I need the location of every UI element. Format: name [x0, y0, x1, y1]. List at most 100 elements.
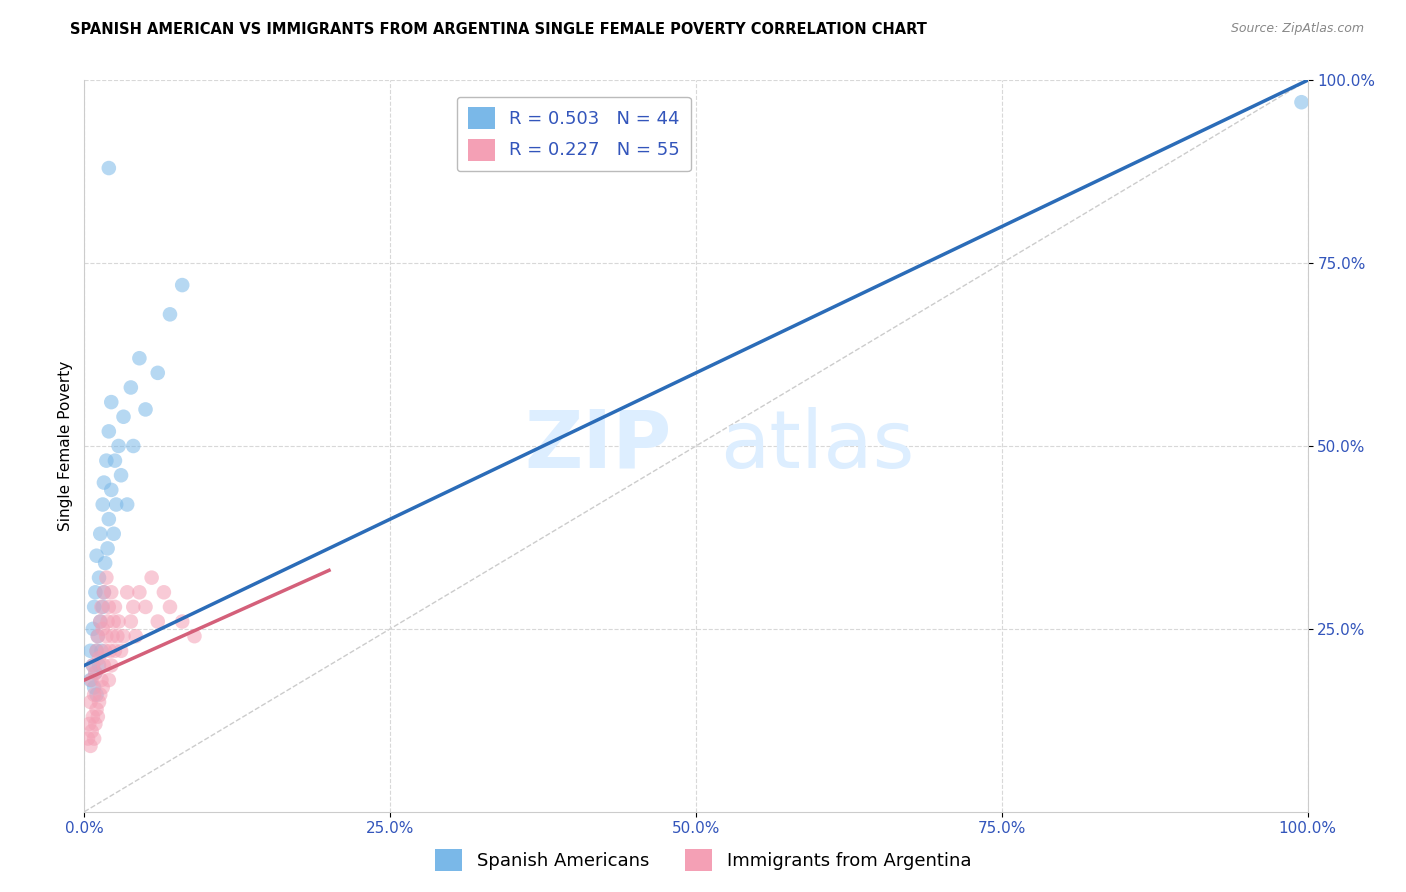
Point — [82, 709, 104, 723]
Point — [87, 658, 110, 673]
Point — [104, 599, 127, 614]
Point — [100, 658, 122, 673]
Point — [104, 453, 127, 467]
Point — [98, 644, 121, 658]
Point — [183, 629, 205, 643]
Legend: R = 0.503   N = 44, R = 0.227   N = 55: R = 0.503 N = 44, R = 0.227 N = 55 — [457, 96, 690, 171]
Point — [120, 380, 142, 394]
Point — [83, 688, 105, 702]
Point — [135, 599, 157, 614]
Point — [93, 585, 115, 599]
Point — [86, 644, 108, 658]
Point — [96, 571, 118, 585]
Point — [94, 644, 117, 658]
Point — [91, 599, 114, 614]
Point — [93, 658, 115, 673]
Point — [82, 658, 104, 673]
Text: atlas: atlas — [720, 407, 915, 485]
Point — [89, 615, 111, 629]
Point — [83, 681, 105, 695]
Point — [90, 599, 112, 614]
Point — [86, 688, 108, 702]
Point — [101, 629, 124, 643]
Point — [93, 585, 115, 599]
Point — [120, 615, 142, 629]
Point — [84, 585, 107, 599]
Point — [97, 615, 120, 629]
Point — [141, 571, 163, 585]
Point — [89, 615, 111, 629]
Point — [159, 307, 181, 321]
Legend: Spanish Americans, Immigrants from Argentina: Spanish Americans, Immigrants from Argen… — [427, 842, 979, 879]
Point — [86, 644, 108, 658]
Point — [94, 556, 117, 570]
Point — [79, 644, 101, 658]
Point — [115, 498, 138, 512]
Point — [107, 615, 129, 629]
Point — [100, 395, 122, 409]
Point — [91, 622, 114, 636]
Point — [87, 709, 110, 723]
Point — [128, 351, 150, 366]
Point — [87, 629, 110, 643]
Point — [83, 731, 105, 746]
Point — [93, 475, 115, 490]
Point — [79, 739, 101, 753]
Point — [87, 629, 110, 643]
Point — [112, 409, 135, 424]
Point — [104, 644, 127, 658]
Point — [82, 622, 104, 636]
Text: ZIP: ZIP — [524, 407, 672, 485]
Point — [96, 453, 118, 467]
Point — [86, 549, 108, 563]
Point — [89, 688, 111, 702]
Point — [83, 599, 105, 614]
Point — [79, 673, 101, 687]
Point — [77, 717, 100, 731]
Point — [80, 673, 103, 687]
Point — [96, 629, 118, 643]
Y-axis label: Single Female Poverty: Single Female Poverty — [58, 361, 73, 531]
Point — [97, 673, 120, 687]
Point — [1291, 95, 1313, 110]
Point — [90, 644, 112, 658]
Point — [84, 665, 107, 680]
Point — [90, 673, 112, 687]
Point — [103, 526, 125, 541]
Point — [172, 615, 194, 629]
Point — [87, 695, 110, 709]
Point — [122, 599, 145, 614]
Point — [125, 629, 148, 643]
Point — [100, 585, 122, 599]
Point — [87, 571, 110, 585]
Point — [146, 615, 169, 629]
Point — [84, 665, 107, 680]
Point — [97, 599, 120, 614]
Point — [97, 541, 120, 556]
Point — [159, 599, 181, 614]
Point — [91, 681, 114, 695]
Point — [82, 658, 104, 673]
Point — [91, 498, 114, 512]
Point — [97, 425, 120, 439]
Point — [100, 483, 122, 497]
Point — [84, 717, 107, 731]
Point — [110, 644, 132, 658]
Point — [79, 695, 101, 709]
Point — [128, 585, 150, 599]
Point — [110, 468, 132, 483]
Point — [172, 278, 194, 293]
Point — [122, 439, 145, 453]
Point — [89, 526, 111, 541]
Point — [80, 724, 103, 739]
Point — [86, 702, 108, 716]
Point — [105, 629, 128, 643]
Point — [115, 585, 138, 599]
Point — [103, 615, 125, 629]
Point — [77, 731, 100, 746]
Point — [87, 651, 110, 665]
Point — [146, 366, 169, 380]
Point — [107, 439, 129, 453]
Text: Source: ZipAtlas.com: Source: ZipAtlas.com — [1230, 22, 1364, 36]
Point — [105, 498, 128, 512]
